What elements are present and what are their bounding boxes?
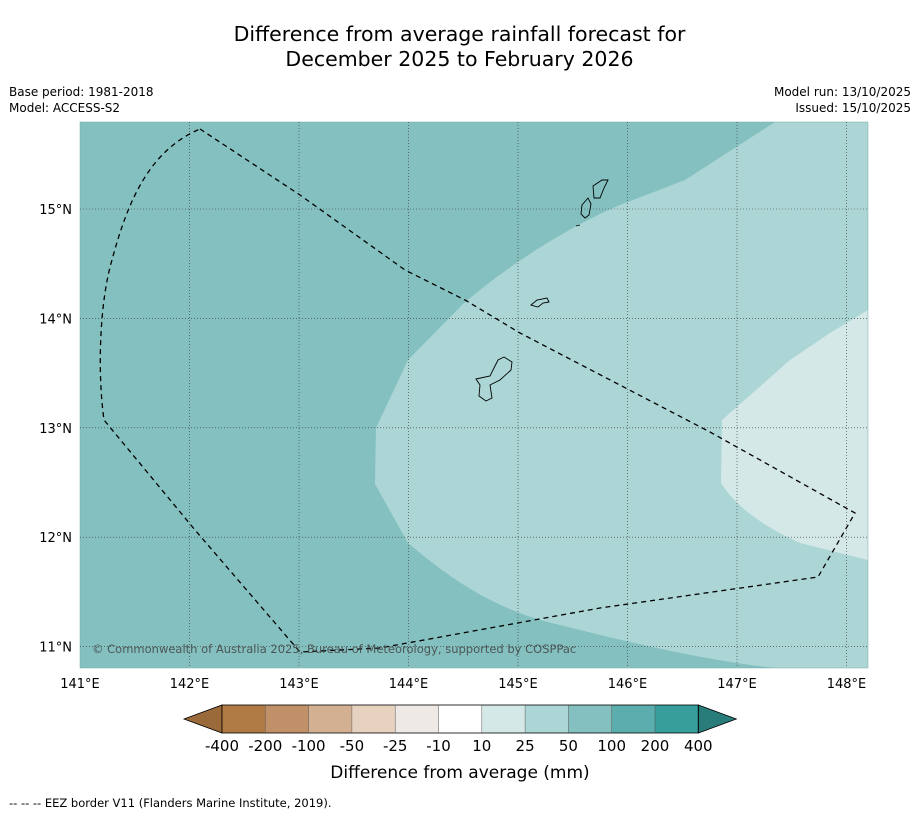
colorbar-tick-label: 400 — [684, 737, 713, 755]
latitude-label: 15°N — [39, 203, 72, 218]
aguijan-island — [575, 224, 581, 227]
title-line-2: December 2025 to February 2026 — [285, 47, 634, 71]
colorbar-segment — [438, 705, 482, 733]
guam-island — [475, 356, 513, 402]
longitude-label: 147°E — [717, 677, 757, 692]
latitude-labels: 15°N 14°N 13°N 12°N 11°N — [39, 203, 72, 656]
colorbar-tick-labels: -400 -200 -100 -50 -25 -10 10 25 50 100 200 400 — [205, 737, 713, 755]
model-name: Model: ACCESS-S2 — [9, 101, 121, 115]
longitude-label: 145°E — [498, 677, 538, 692]
colorbar-min-extension — [182, 704, 223, 734]
longitude-labels: 141°E 142°E 143°E 144°E 145°E 146°E 147°E 148°E — [60, 677, 866, 692]
longitude-label: 146°E — [608, 677, 648, 692]
islands — [475, 179, 609, 402]
colorbar-segment — [222, 705, 266, 733]
forecast-map: © Commonwealth of Australia 2025, Bureau… — [39, 121, 869, 783]
graticule — [80, 122, 868, 668]
model-run: Model run: 13/10/2025 — [773, 85, 911, 99]
colorbar-segment — [568, 705, 612, 733]
longitude-label: 142°E — [170, 677, 210, 692]
colorbar-segment — [351, 705, 396, 733]
colorbar-max-extension — [697, 704, 738, 734]
colorbar-tick-label: 10 — [472, 737, 491, 755]
colorbar-frame — [221, 704, 699, 734]
title-line-1: Difference from average rainfall forecas… — [233, 22, 686, 46]
colorbar — [182, 704, 738, 734]
colorbar-segment — [395, 705, 439, 733]
tinian-island — [580, 197, 592, 219]
colorbar-tick-label: -10 — [426, 737, 451, 755]
colorbar-tick-label: -400 — [205, 737, 239, 755]
rainfall-contours — [80, 122, 868, 668]
colorbar-tick-label: 50 — [559, 737, 578, 755]
colorbar-tick-label: -50 — [340, 737, 365, 755]
colorbar-tick-label: 25 — [516, 737, 535, 755]
copyright-text: © Commonwealth of Australia 2025, Bureau… — [92, 642, 576, 656]
colorbar-tick-label: 100 — [597, 737, 626, 755]
colorbar-title: Difference from average (mm) — [330, 763, 589, 783]
contour-10-25 — [721, 310, 868, 560]
latitude-label: 11°N — [39, 641, 72, 656]
base-period: Base period: 1981-2018 — [9, 85, 154, 99]
colorbar-segment — [265, 705, 309, 733]
longitude-label: 141°E — [60, 677, 100, 692]
saipan-island — [592, 179, 609, 199]
colorbar-tick-label: -25 — [383, 737, 408, 755]
longitude-label: 144°E — [389, 677, 429, 692]
latitude-label: 14°N — [39, 312, 72, 327]
colorbar-tick-label: 200 — [641, 737, 670, 755]
meta-left: Base period: 1981-2018 Model: ACCESS-S2 — [9, 84, 154, 116]
colorbar-tick-label: -100 — [292, 737, 326, 755]
longitude-label: 143°E — [279, 677, 319, 692]
colorbar-segment — [308, 705, 352, 733]
issued-date: Issued: 15/10/2025 — [795, 101, 911, 115]
latitude-label: 13°N — [39, 422, 72, 437]
longitude-label: 148°E — [827, 677, 867, 692]
rota-island — [530, 297, 550, 308]
eez-border-footnote: -- -- -- EEZ border V11 (Flanders Marine… — [9, 796, 332, 810]
colorbar-tick-label: -200 — [248, 737, 282, 755]
contour-25-50 — [375, 122, 868, 668]
colorbar-segment — [525, 705, 569, 733]
meta-right: Model run: 13/10/2025 Issued: 15/10/2025 — [774, 84, 911, 116]
chart-title: Difference from average rainfall forecas… — [0, 22, 919, 72]
colorbar-segment — [481, 705, 526, 733]
latitude-label: 12°N — [39, 531, 72, 546]
map-frame — [79, 121, 869, 669]
colorbar-segment — [655, 705, 699, 733]
eez-border — [99, 128, 856, 653]
colorbar-segment — [611, 705, 655, 733]
